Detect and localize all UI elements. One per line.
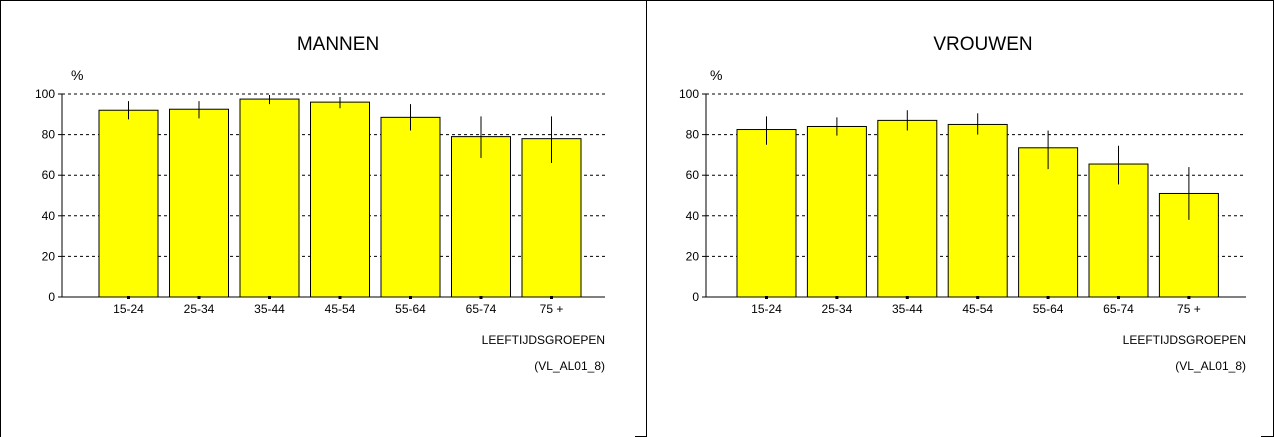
x-tick-mark xyxy=(1046,296,1050,299)
x-tick-label: 25-34 xyxy=(184,302,215,316)
x-tick-mark xyxy=(197,296,201,299)
bar xyxy=(1088,163,1149,298)
x-tick-label: 45-54 xyxy=(962,302,993,316)
x-tick-label: 75 + xyxy=(540,302,564,316)
x-tick-label: 15-24 xyxy=(751,302,782,316)
y-axis-label: % xyxy=(710,67,722,83)
x-tick-mark xyxy=(1117,296,1120,299)
y-tick-label: 20 xyxy=(42,249,56,263)
bar xyxy=(877,119,938,298)
x-tick-label: 35-44 xyxy=(892,302,923,316)
x-tick-mark xyxy=(127,296,130,299)
x-tick-mark xyxy=(765,296,768,299)
x-tick-label: 35-44 xyxy=(254,302,285,316)
chart-panel-mannen: MANNEN% 0 20 40 60 80 100 15-24 25-34 35-44 45-54 5… xyxy=(35,34,605,373)
y-tick-label: 0 xyxy=(692,290,699,304)
y-tick-label: 100 xyxy=(679,87,699,101)
chart-panel-vrouwen: VROUWEN% 0 20 40 60 80 100 15-24 25-34 35-44 45-54… xyxy=(679,34,1246,373)
chart-title: MANNEN xyxy=(297,34,379,55)
x-tick-mark xyxy=(268,296,271,299)
x-tick-label: 45-54 xyxy=(325,302,356,316)
bar xyxy=(98,109,159,298)
y-tick-label: 40 xyxy=(686,209,700,223)
x-tick-label: 65-74 xyxy=(1103,302,1134,316)
x-tick-mark xyxy=(338,296,342,299)
bar xyxy=(451,136,511,298)
y-tick-label: 0 xyxy=(48,290,55,304)
x-tick-label: 25-34 xyxy=(822,302,853,316)
y-axis-label: % xyxy=(71,67,83,83)
bar xyxy=(1018,147,1079,298)
x-tick-mark xyxy=(550,296,553,299)
x-tick-mark xyxy=(905,296,909,299)
bar xyxy=(736,129,797,298)
bar xyxy=(310,101,370,298)
bar xyxy=(239,98,300,298)
x-tick-mark xyxy=(479,296,483,299)
x-axis-label: LEEFTIJDSGROEPEN xyxy=(482,333,605,347)
bar xyxy=(806,125,867,298)
y-tick-label: 100 xyxy=(35,87,55,101)
x-tick-mark xyxy=(409,296,412,299)
y-tick-label: 60 xyxy=(42,168,56,182)
x-tick-label: 15-24 xyxy=(113,302,144,316)
bar xyxy=(380,116,441,298)
x-tick-label: 65-74 xyxy=(466,302,497,316)
x-tick-mark xyxy=(835,296,839,299)
x-axis-label: LEEFTIJDSGROEPEN xyxy=(1123,333,1246,347)
y-tick-label: 80 xyxy=(686,128,700,142)
x-tick-label: 55-64 xyxy=(1033,302,1064,316)
source-note: (VL_AL01_8) xyxy=(534,359,605,373)
x-tick-label: 75 + xyxy=(1177,302,1201,316)
bar xyxy=(169,108,229,298)
y-tick-label: 60 xyxy=(686,168,700,182)
bar xyxy=(947,123,1008,298)
chart-title: VROUWEN xyxy=(933,34,1032,55)
y-tick-label: 40 xyxy=(42,209,56,223)
x-tick-label: 55-64 xyxy=(395,302,426,316)
y-tick-label: 20 xyxy=(686,249,700,263)
source-note: (VL_AL01_8) xyxy=(1175,359,1246,373)
y-tick-label: 80 xyxy=(42,128,56,142)
x-tick-mark xyxy=(1187,296,1191,299)
x-tick-mark xyxy=(976,296,980,299)
